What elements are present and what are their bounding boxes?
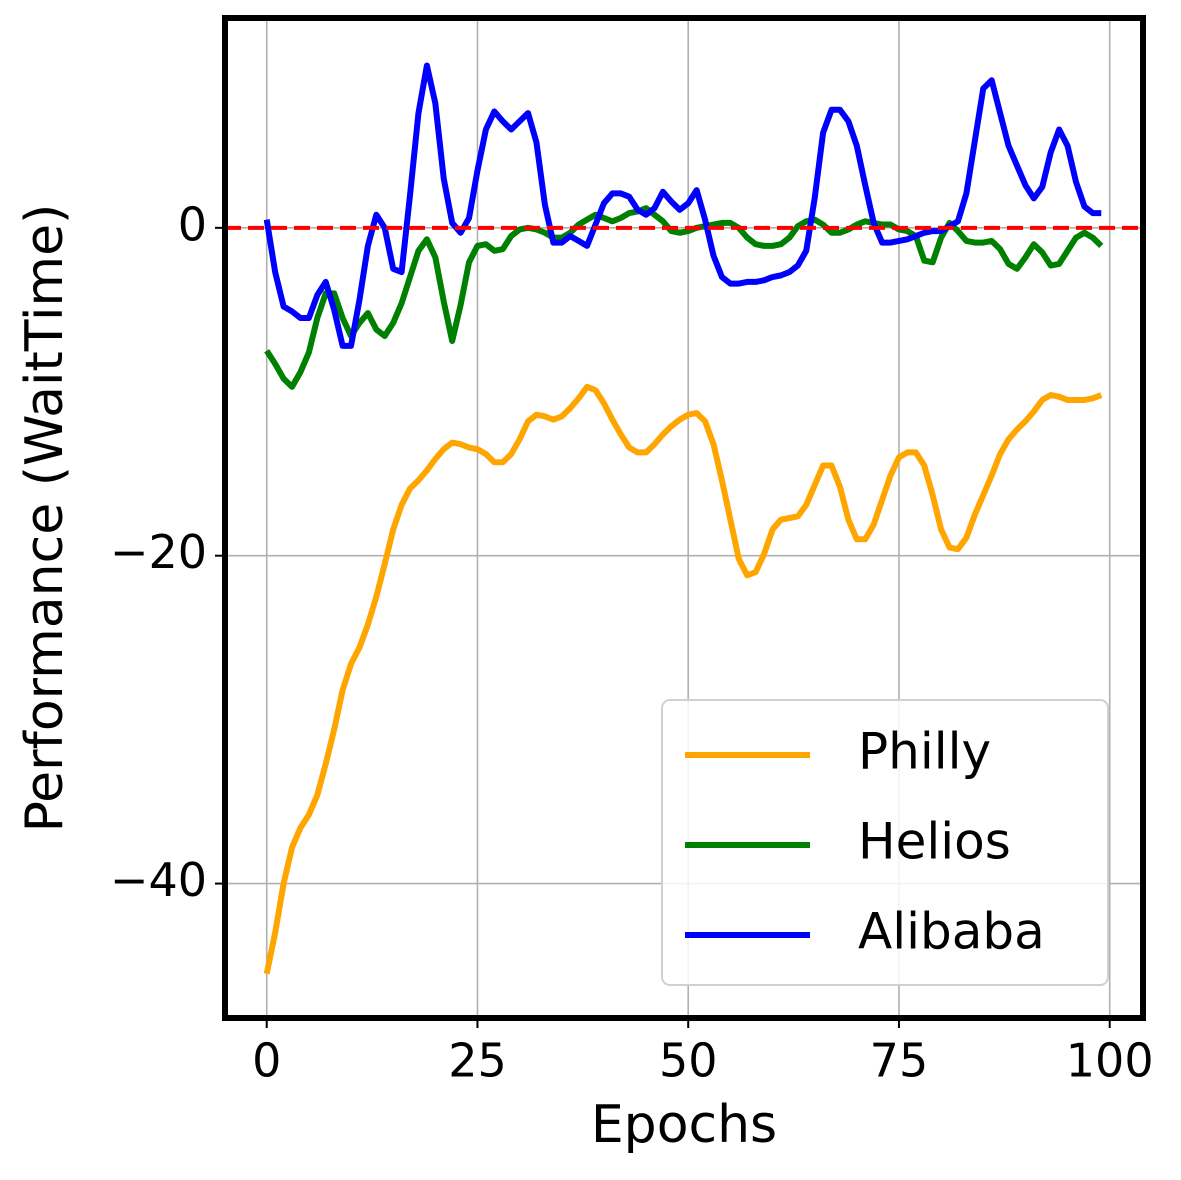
x-tick-label: 25 (448, 1034, 507, 1088)
plot-area (225, 62, 1143, 975)
y-tick-label: 0 (178, 197, 207, 251)
plot-frame (222, 15, 1146, 1021)
legend-label: Helios (858, 813, 1011, 871)
line-series (263, 62, 1102, 349)
line-series (264, 205, 1104, 390)
y-tick-label: −20 (110, 525, 207, 579)
legend-box (661, 699, 1109, 986)
line-series (263, 383, 1103, 975)
x-tick-label: 75 (870, 1034, 929, 1088)
x-axis-label: Epochs (591, 1095, 777, 1155)
legend-label: Alibaba (858, 903, 1045, 961)
y-tick-label: −40 (110, 853, 207, 907)
legend-label: Philly (858, 723, 991, 781)
x-tick-label: 100 (1066, 1034, 1154, 1088)
y-axis-label: Performance (WaitTime) (15, 204, 75, 833)
x-tick-label: 0 (252, 1034, 281, 1088)
x-tick-label: 50 (659, 1034, 718, 1088)
